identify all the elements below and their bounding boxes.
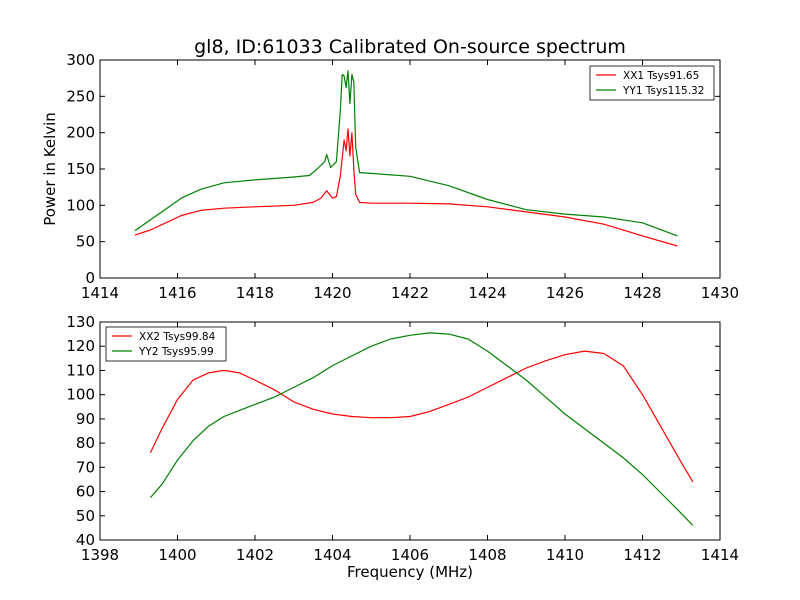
y-tick-label: 200 <box>66 124 95 142</box>
chart-title: gl8, ID:61033 Calibrated On-source spect… <box>194 36 626 58</box>
legend-box <box>105 326 227 362</box>
x-axis-label: Frequency (MHz) <box>347 563 473 581</box>
x-tick-label: 1414 <box>701 546 739 564</box>
legend-label-2: YY1 Tsys115.32 <box>622 85 704 97</box>
y-tick-label: 0 <box>85 269 95 287</box>
legend-label-2: YY2 Tsys95.99 <box>138 346 214 358</box>
y-tick-label: 130 <box>66 313 95 331</box>
x-tick-label: 1430 <box>701 284 739 302</box>
y-tick-label: 50 <box>76 233 95 251</box>
x-tick-label: 1406 <box>391 546 429 564</box>
y-tick-label: 100 <box>66 386 95 404</box>
x-tick-label: 1414 <box>81 284 119 302</box>
top-panel: 1414 1416 1418 1420 1422 1424 1426 1428 1430 0 50 1… <box>66 51 739 302</box>
y-tick-label: 40 <box>76 531 95 549</box>
x-tick-label: 1418 <box>236 284 274 302</box>
y-tick-label: 110 <box>66 361 95 379</box>
x-tick-label: 1400 <box>158 546 196 564</box>
bottom-panel: 1398 1400 1402 1404 1406 1408 1410 1412 1414 40 50… <box>66 313 739 564</box>
y-tick-label: 120 <box>66 337 95 355</box>
y-tick-label: 60 <box>76 483 95 501</box>
y-tick-label: 80 <box>76 434 95 452</box>
y-tick-label: 50 <box>76 507 95 525</box>
x-tick-label: 1398 <box>81 546 119 564</box>
y-tick-label: 90 <box>76 410 95 428</box>
x-tick-label: 1404 <box>313 546 351 564</box>
y-tick-label: 250 <box>66 87 95 105</box>
series-line-2 <box>149 332 694 526</box>
x-tick-label: 1428 <box>623 284 661 302</box>
series-line-1 <box>134 128 678 247</box>
x-tick-label: 1420 <box>313 284 351 302</box>
y-tick-label: 100 <box>66 196 95 214</box>
y-axis-label: Power in Kelvin <box>41 112 59 226</box>
x-tick-label: 1402 <box>236 546 274 564</box>
y-tick-label: 300 <box>66 51 95 69</box>
x-tick-label: 1426 <box>546 284 584 302</box>
series-line-2 <box>134 70 678 237</box>
x-tick-label: 1408 <box>468 546 506 564</box>
legend-label-1: XX1 Tsys91.65 <box>623 70 699 82</box>
legend-box <box>589 65 715 101</box>
legend-label-1: XX2 Tsys99.84 <box>139 331 216 343</box>
x-tick-label: 1410 <box>546 546 584 564</box>
x-tick-label: 1416 <box>158 284 196 302</box>
y-tick-label: 70 <box>76 458 95 476</box>
x-tick-label: 1424 <box>468 284 506 302</box>
x-tick-label: 1422 <box>391 284 429 302</box>
series-line-1 <box>149 350 694 483</box>
x-tick-label: 1412 <box>623 546 661 564</box>
y-tick-label: 150 <box>66 160 95 178</box>
